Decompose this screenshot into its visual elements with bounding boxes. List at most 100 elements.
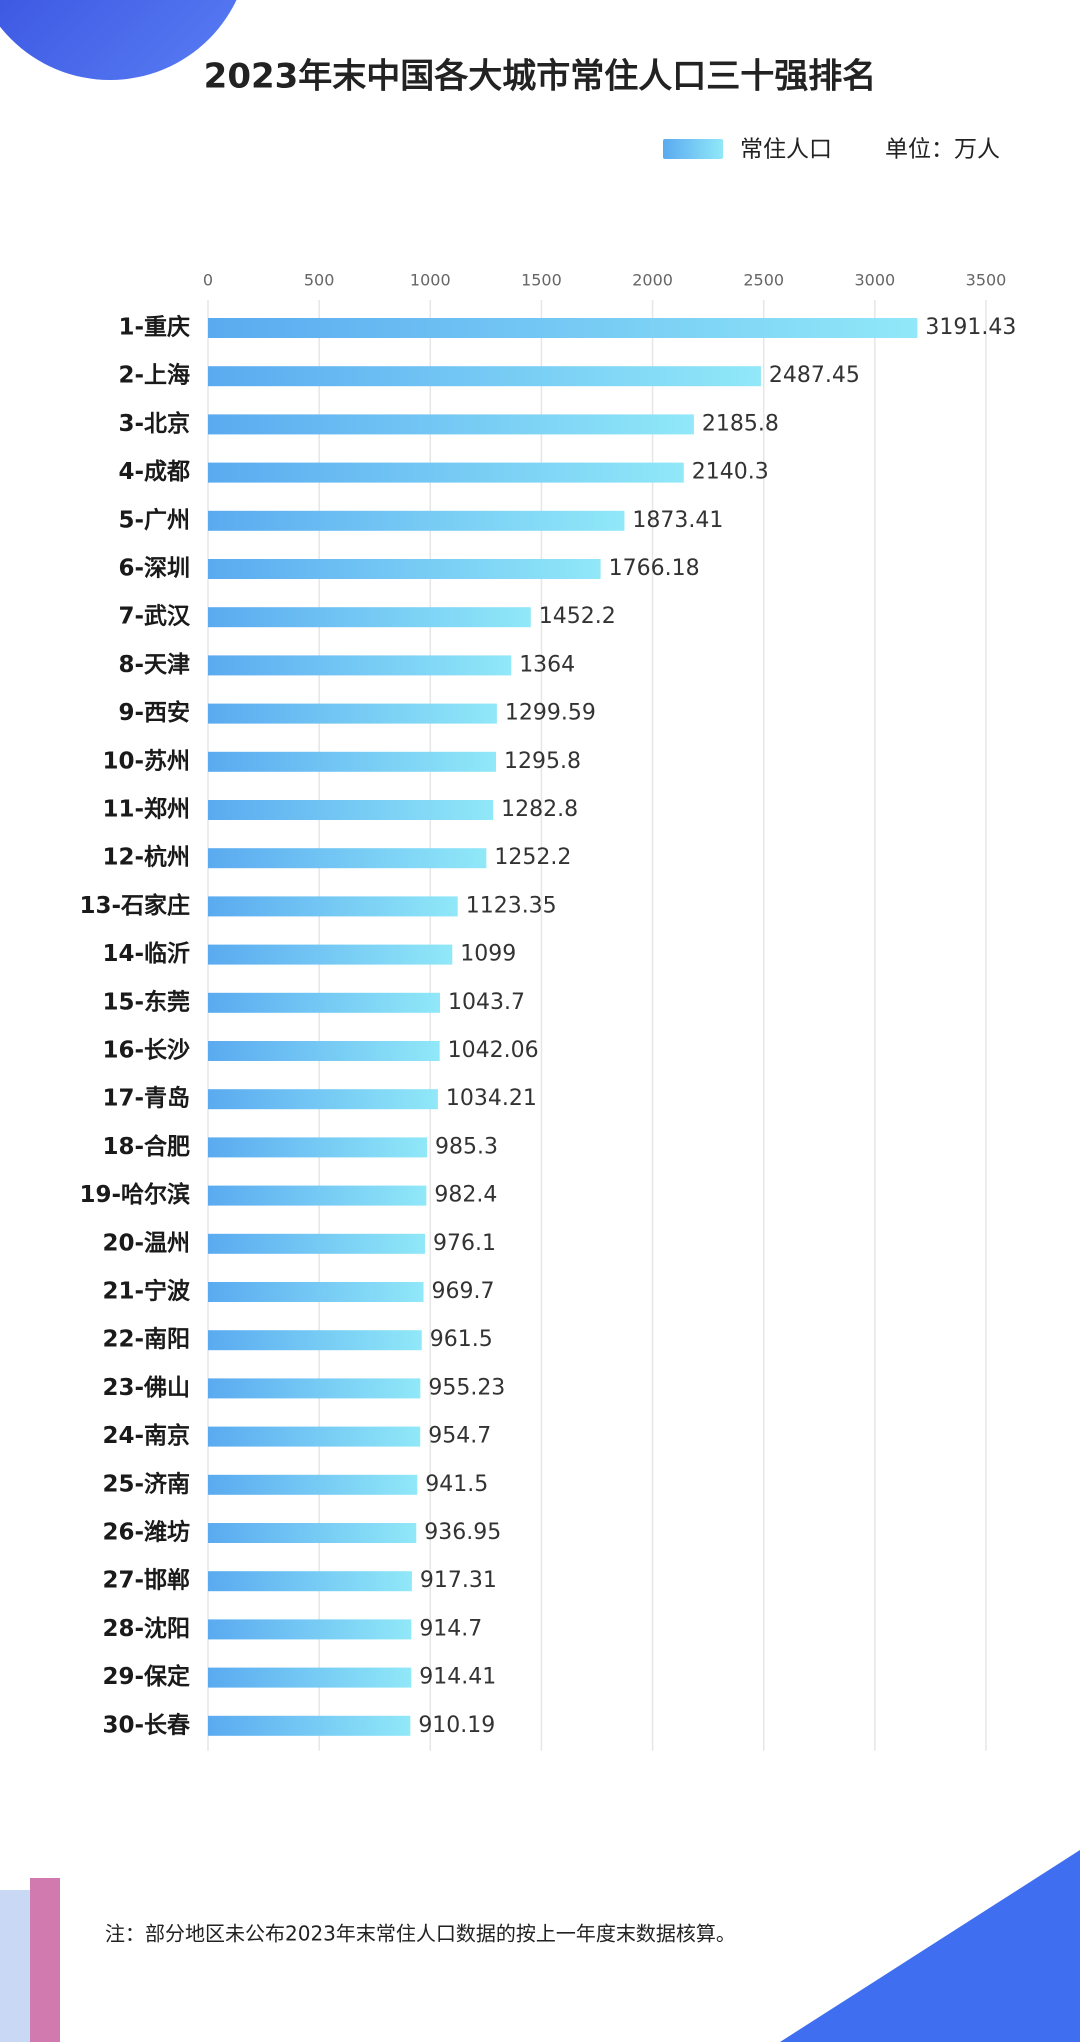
x-tick-label: 3500 (966, 271, 1007, 290)
x-tick-label: 2000 (632, 271, 673, 290)
y-tick-label: 7-武汉 (118, 604, 191, 630)
bar (208, 1233, 425, 1254)
value-label: 1364 (519, 652, 575, 677)
y-tick-label: 21-宁波 (102, 1278, 191, 1305)
y-tick-label: 30-长春 (102, 1712, 191, 1738)
y-tick-label: 23-佛山 (102, 1375, 190, 1401)
x-tick-label: 3000 (854, 271, 895, 290)
bar (208, 655, 512, 676)
bar (208, 1523, 417, 1543)
y-tick-label: 13-石家庄 (79, 892, 190, 919)
y-tick-label: 11-郑州 (102, 797, 190, 823)
bar (208, 366, 761, 387)
decoration (0, 0, 237, 80)
bar (208, 1571, 412, 1592)
bar (208, 1137, 428, 1158)
value-label: 1034.21 (446, 1086, 537, 1111)
value-label: 2140.3 (692, 460, 769, 485)
y-tick-label: 18-合肥 (102, 1133, 190, 1160)
y-tick-label: 28-沈阳 (102, 1616, 190, 1642)
bar (208, 848, 487, 869)
value-label: 969.7 (432, 1279, 495, 1304)
bar (208, 1426, 421, 1447)
value-label: 961.5 (430, 1327, 493, 1352)
y-tick-label: 8-天津 (118, 651, 190, 678)
chart-title: 2023年末中国各大城市常住人口三十强排名 (204, 57, 877, 97)
value-label: 914.41 (419, 1665, 496, 1690)
y-tick-label: 1-重庆 (118, 314, 190, 341)
value-label: 2185.8 (702, 411, 779, 436)
bar (208, 1667, 412, 1688)
bar (208, 1282, 424, 1302)
y-tick-label: 4-成都 (118, 459, 190, 485)
value-label: 3191.43 (925, 315, 1016, 340)
bar (208, 1378, 421, 1399)
value-label: 941.5 (425, 1472, 488, 1497)
bar (208, 992, 440, 1013)
bar (208, 1041, 440, 1061)
value-label: 985.3 (435, 1134, 498, 1159)
value-label: 1282.8 (501, 797, 578, 822)
y-tick-label: 17-青岛 (102, 1085, 190, 1112)
y-tick-label: 6-深圳 (118, 556, 190, 582)
y-tick-label: 22-南阳 (102, 1327, 190, 1353)
bar (208, 607, 531, 628)
y-tick-label: 26-潍坊 (102, 1519, 190, 1546)
y-tick-label: 16-长沙 (102, 1038, 190, 1064)
x-tick-label: 1500 (521, 271, 562, 290)
y-tick-label: 15-东莞 (102, 988, 190, 1015)
value-label: 976.1 (433, 1231, 496, 1256)
value-label: 2487.45 (769, 363, 860, 388)
bar (208, 896, 458, 917)
y-tick-label: 20-温州 (102, 1230, 190, 1256)
y-tick-label: 14-临沂 (102, 940, 190, 967)
x-tick-label: 1000 (410, 271, 451, 290)
value-label: 1252.2 (494, 845, 571, 870)
bar (208, 559, 601, 579)
y-tick-label: 3-北京 (118, 410, 190, 437)
value-label: 1873.41 (632, 508, 723, 533)
x-tick-label: 500 (304, 271, 335, 290)
legend-swatch (663, 139, 723, 159)
value-label: 1295.8 (504, 749, 581, 774)
decoration (30, 1878, 60, 2042)
value-label: 1042.06 (448, 1038, 539, 1063)
value-label: 1766.18 (609, 556, 700, 581)
bar (208, 1185, 427, 1206)
y-tick-label: 19-哈尔滨 (79, 1181, 190, 1208)
bar (208, 414, 694, 435)
value-label: 954.7 (428, 1424, 491, 1449)
bar (208, 800, 494, 820)
bar (208, 1619, 412, 1640)
value-label: 936.95 (424, 1520, 501, 1545)
note: 注：部分地区未公布2023年末常住人口数据的按上一年度末数据核算。 (105, 1922, 736, 1946)
y-tick-label: 29-保定 (102, 1663, 190, 1690)
value-label: 1043.7 (448, 990, 525, 1015)
value-label: 914.7 (419, 1616, 482, 1641)
y-tick-label: 27-邯郸 (102, 1568, 190, 1594)
y-tick-label: 2-上海 (118, 362, 190, 389)
bar (208, 1089, 438, 1110)
x-tick-label: 2500 (743, 271, 784, 290)
bar (208, 1474, 418, 1495)
x-tick-label: 0 (203, 271, 213, 290)
value-label: 1123.35 (466, 893, 557, 918)
bar (208, 703, 497, 724)
legend-label: 常住人口 (740, 137, 832, 163)
value-label: 1099 (460, 942, 516, 967)
unit-label: 单位：万人 (885, 137, 1000, 163)
y-tick-label: 9-西安 (118, 699, 190, 726)
bar (208, 318, 918, 338)
value-label: 982.4 (434, 1183, 497, 1208)
y-tick-label: 5-广州 (118, 506, 190, 533)
bar (208, 1330, 422, 1351)
bar (208, 1715, 411, 1736)
value-label: 955.23 (428, 1375, 505, 1400)
y-tick-label: 12-杭州 (102, 844, 190, 871)
y-tick-label: 25-济南 (102, 1470, 190, 1497)
bar (208, 510, 625, 531)
bar (208, 944, 453, 965)
value-label: 910.19 (418, 1713, 495, 1738)
value-label: 917.31 (420, 1568, 497, 1593)
